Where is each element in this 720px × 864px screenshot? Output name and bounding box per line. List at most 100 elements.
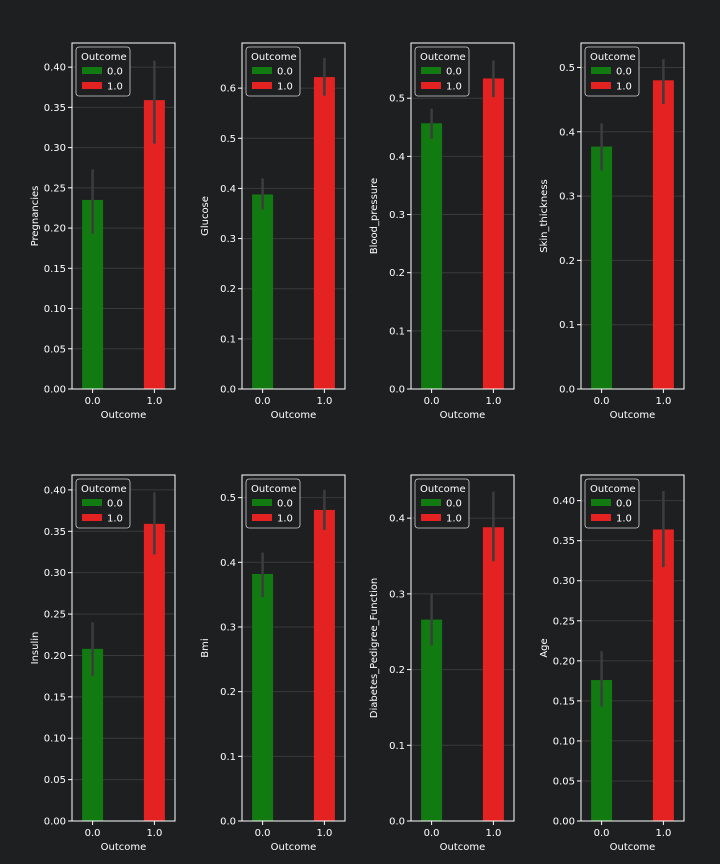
chart5-ytick-label: 0.20 [44,651,66,662]
chart8-ytick-label: 0.10 [553,736,575,747]
chart8-xtick-label: 1.0 [655,828,671,839]
chart4-xtick-label: 1.0 [655,396,671,407]
chart3-ylabel: Blood_pressure [369,178,380,254]
chart2-bar-0.0 [252,194,274,389]
chart7-legend-entry: 0.0 [446,499,462,510]
chart4-bar-1.0 [652,80,674,389]
chart5-ytick-label: 0.10 [44,734,66,745]
chart5-xlabel: Outcome [101,842,147,853]
chart6-bar-1.0 [313,509,335,821]
chart7-frame [410,474,515,822]
chart3-frame [410,42,515,390]
chart3-ytick-label: 0.3 [389,210,405,221]
chart4-legend-entry: 0.0 [616,67,632,78]
chart6-ytick-label: 0.4 [220,558,236,569]
chart5-ytick-label: 0.00 [44,817,66,828]
chart1-ytick-label: 0.00 [44,385,66,396]
chart6-frame [241,474,346,822]
chart8-xtick-label: 0.0 [594,828,610,839]
chart5-ylabel: Insulin [30,632,41,665]
chart4-ytick-label: 0.5 [559,63,575,74]
chart5-legend-entry: 0.0 [107,499,123,510]
chart8-ytick-label: 0.40 [553,496,575,507]
chart8-ytick-label: 0.00 [553,817,575,828]
chart6-legend-entry: 1.0 [277,514,293,525]
chart2-ytick-label: 0.3 [220,234,236,245]
chart7-bar-0.0 [421,619,443,821]
chart7-ytick-label: 0.1 [389,741,405,752]
chart2: 0.0 0.1 0.2 0.3 0.4 0.5 0.6 0.0 1.0 Outcome Glucos… [200,42,346,421]
chart7-ytick-label: 0.3 [389,589,405,600]
chart7-xtick-label: 1.0 [485,828,501,839]
chart4-xtick-label: 0.0 [594,396,610,407]
chart2-legend-entry: 0.0 [277,67,293,78]
chart1-legend-swatch [82,67,102,74]
chart1-ytick-label: 0.10 [44,304,66,315]
chart6-legend-entry: 0.0 [277,499,293,510]
chart3-bar-1.0 [482,78,504,390]
chart7-legend-title: Outcome [420,484,466,495]
chart3-legend-swatch [421,67,441,74]
chart6-legend-swatch [252,499,272,506]
chart6-bar-0.0 [252,573,274,821]
chart2-ytick-label: 0.2 [220,284,236,295]
chart5: 0.00 0.05 0.10 0.15 0.20 0.25 0.30 0.35 0.40 0.0 1… [30,474,176,853]
chart3-xlabel: Outcome [440,410,486,421]
chart6-legend-title: Outcome [251,484,297,495]
chart6-ytick-label: 0.3 [220,622,236,633]
chart3-legend-entry: 1.0 [446,82,462,93]
chart8-ylabel: Age [539,638,550,657]
chart4-legend-title: Outcome [590,52,636,63]
chart3-bar-0.0 [421,123,443,389]
chart3-legend-swatch [421,82,441,89]
chart5-legend-swatch [82,514,102,521]
chart1-legend-entry: 1.0 [107,82,123,93]
chart1-ytick-label: 0.40 [44,63,66,74]
chart8-legend-entry: 1.0 [616,514,632,525]
chart7-ylabel: Diabetes_Pedigree_Function [369,578,380,718]
chart5-ytick-label: 0.35 [44,527,66,538]
chart1-legend-entry: 0.0 [107,67,123,78]
chart5-ytick-label: 0.25 [44,610,66,621]
chart6-ytick-label: 0.5 [220,493,236,504]
chart3: 0.0 0.1 0.2 0.3 0.4 0.5 0.0 1.0 Outcome Blood_pre… [369,42,515,421]
chart1-ytick-label: 0.20 [44,224,66,235]
chart4-ytick-label: 0.2 [559,256,575,267]
chart1-xtick-label: 1.0 [146,396,162,407]
chart7-legend-entry: 1.0 [446,514,462,525]
chart3-xtick-label: 0.0 [424,396,440,407]
chart7-ytick-label: 0.4 [389,514,405,525]
chart1-ytick-label: 0.30 [44,143,66,154]
chart2-legend-title: Outcome [251,52,297,63]
chart3-ytick-label: 0.1 [389,326,405,337]
chart8-ytick-label: 0.20 [553,656,575,667]
chart6-xlabel: Outcome [271,842,317,853]
chart8-ytick-label: 0.15 [553,696,575,707]
chart4-legend-entry: 1.0 [616,82,632,93]
chart7-legend-swatch [421,514,441,521]
chart2-bar-1.0 [313,77,335,390]
chart4-xlabel: Outcome [610,410,656,421]
chart1-ytick-label: 0.25 [44,183,66,194]
chart7-xlabel: Outcome [440,842,486,853]
chart5-ytick-label: 0.15 [44,692,66,703]
chart7-ytick-label: 0.0 [389,817,405,828]
chart2-ytick-label: 0.6 [220,84,236,95]
chart2-frame [241,42,346,390]
chart6-ytick-label: 0.2 [220,687,236,698]
chart8-ytick-label: 0.25 [553,616,575,627]
chart3-legend-title: Outcome [420,52,466,63]
chart3-ytick-label: 0.2 [389,268,405,279]
chart3-xtick-label: 1.0 [485,396,501,407]
chart4-legend-swatch [591,82,611,89]
chart6-ytick-label: 0.0 [220,817,236,828]
chart6-xtick-label: 1.0 [316,828,332,839]
chart1-bar-0.0 [82,199,104,389]
chart5-bar-1.0 [143,523,165,821]
chart3-ytick-label: 0.5 [389,94,405,105]
chart8: 0.00 0.05 0.10 0.15 0.20 0.25 0.30 0.35 0.40 0.0 1… [539,474,685,853]
chart2-legend-swatch [252,67,272,74]
chart2-legend-entry: 1.0 [277,82,293,93]
chart8-frame [580,474,685,822]
